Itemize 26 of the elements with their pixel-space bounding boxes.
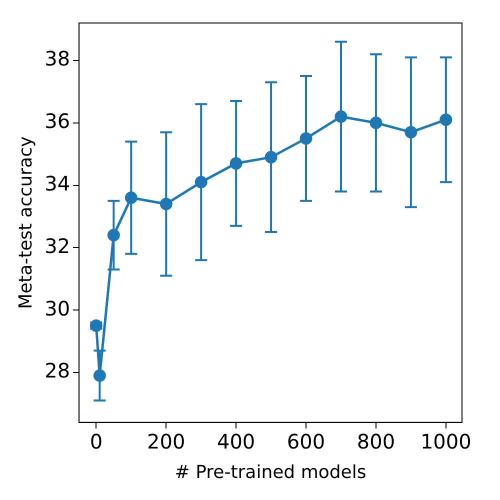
point xyxy=(124,191,138,204)
point xyxy=(300,132,312,145)
point xyxy=(264,150,278,164)
point xyxy=(440,113,452,126)
x-tick-label: 400 xyxy=(216,430,256,454)
y-tick-label: 34 xyxy=(44,171,70,196)
x-axis-title: # Pre-trained models xyxy=(174,462,366,483)
x-tick-label: 0 xyxy=(90,430,103,454)
y-tick-label: 30 xyxy=(44,296,70,320)
point xyxy=(334,110,348,123)
point xyxy=(230,157,242,170)
point xyxy=(370,116,382,130)
point xyxy=(93,369,106,382)
x-tick-label: 800 xyxy=(356,430,396,454)
x-tick-label: 1000 xyxy=(420,430,472,454)
point xyxy=(107,228,120,242)
y-tick-label: 32 xyxy=(44,234,70,258)
point xyxy=(194,176,208,188)
point xyxy=(404,126,418,138)
point xyxy=(160,198,172,210)
y-axis-title: Meta-test accuracy xyxy=(15,136,36,310)
y-tick-label: 38 xyxy=(44,46,70,71)
x-tick-label: 200 xyxy=(147,430,186,454)
y-tick-label: 28 xyxy=(44,358,70,383)
x-tick-label: 600 xyxy=(286,430,326,454)
y-tick-label: 36 xyxy=(44,109,70,134)
